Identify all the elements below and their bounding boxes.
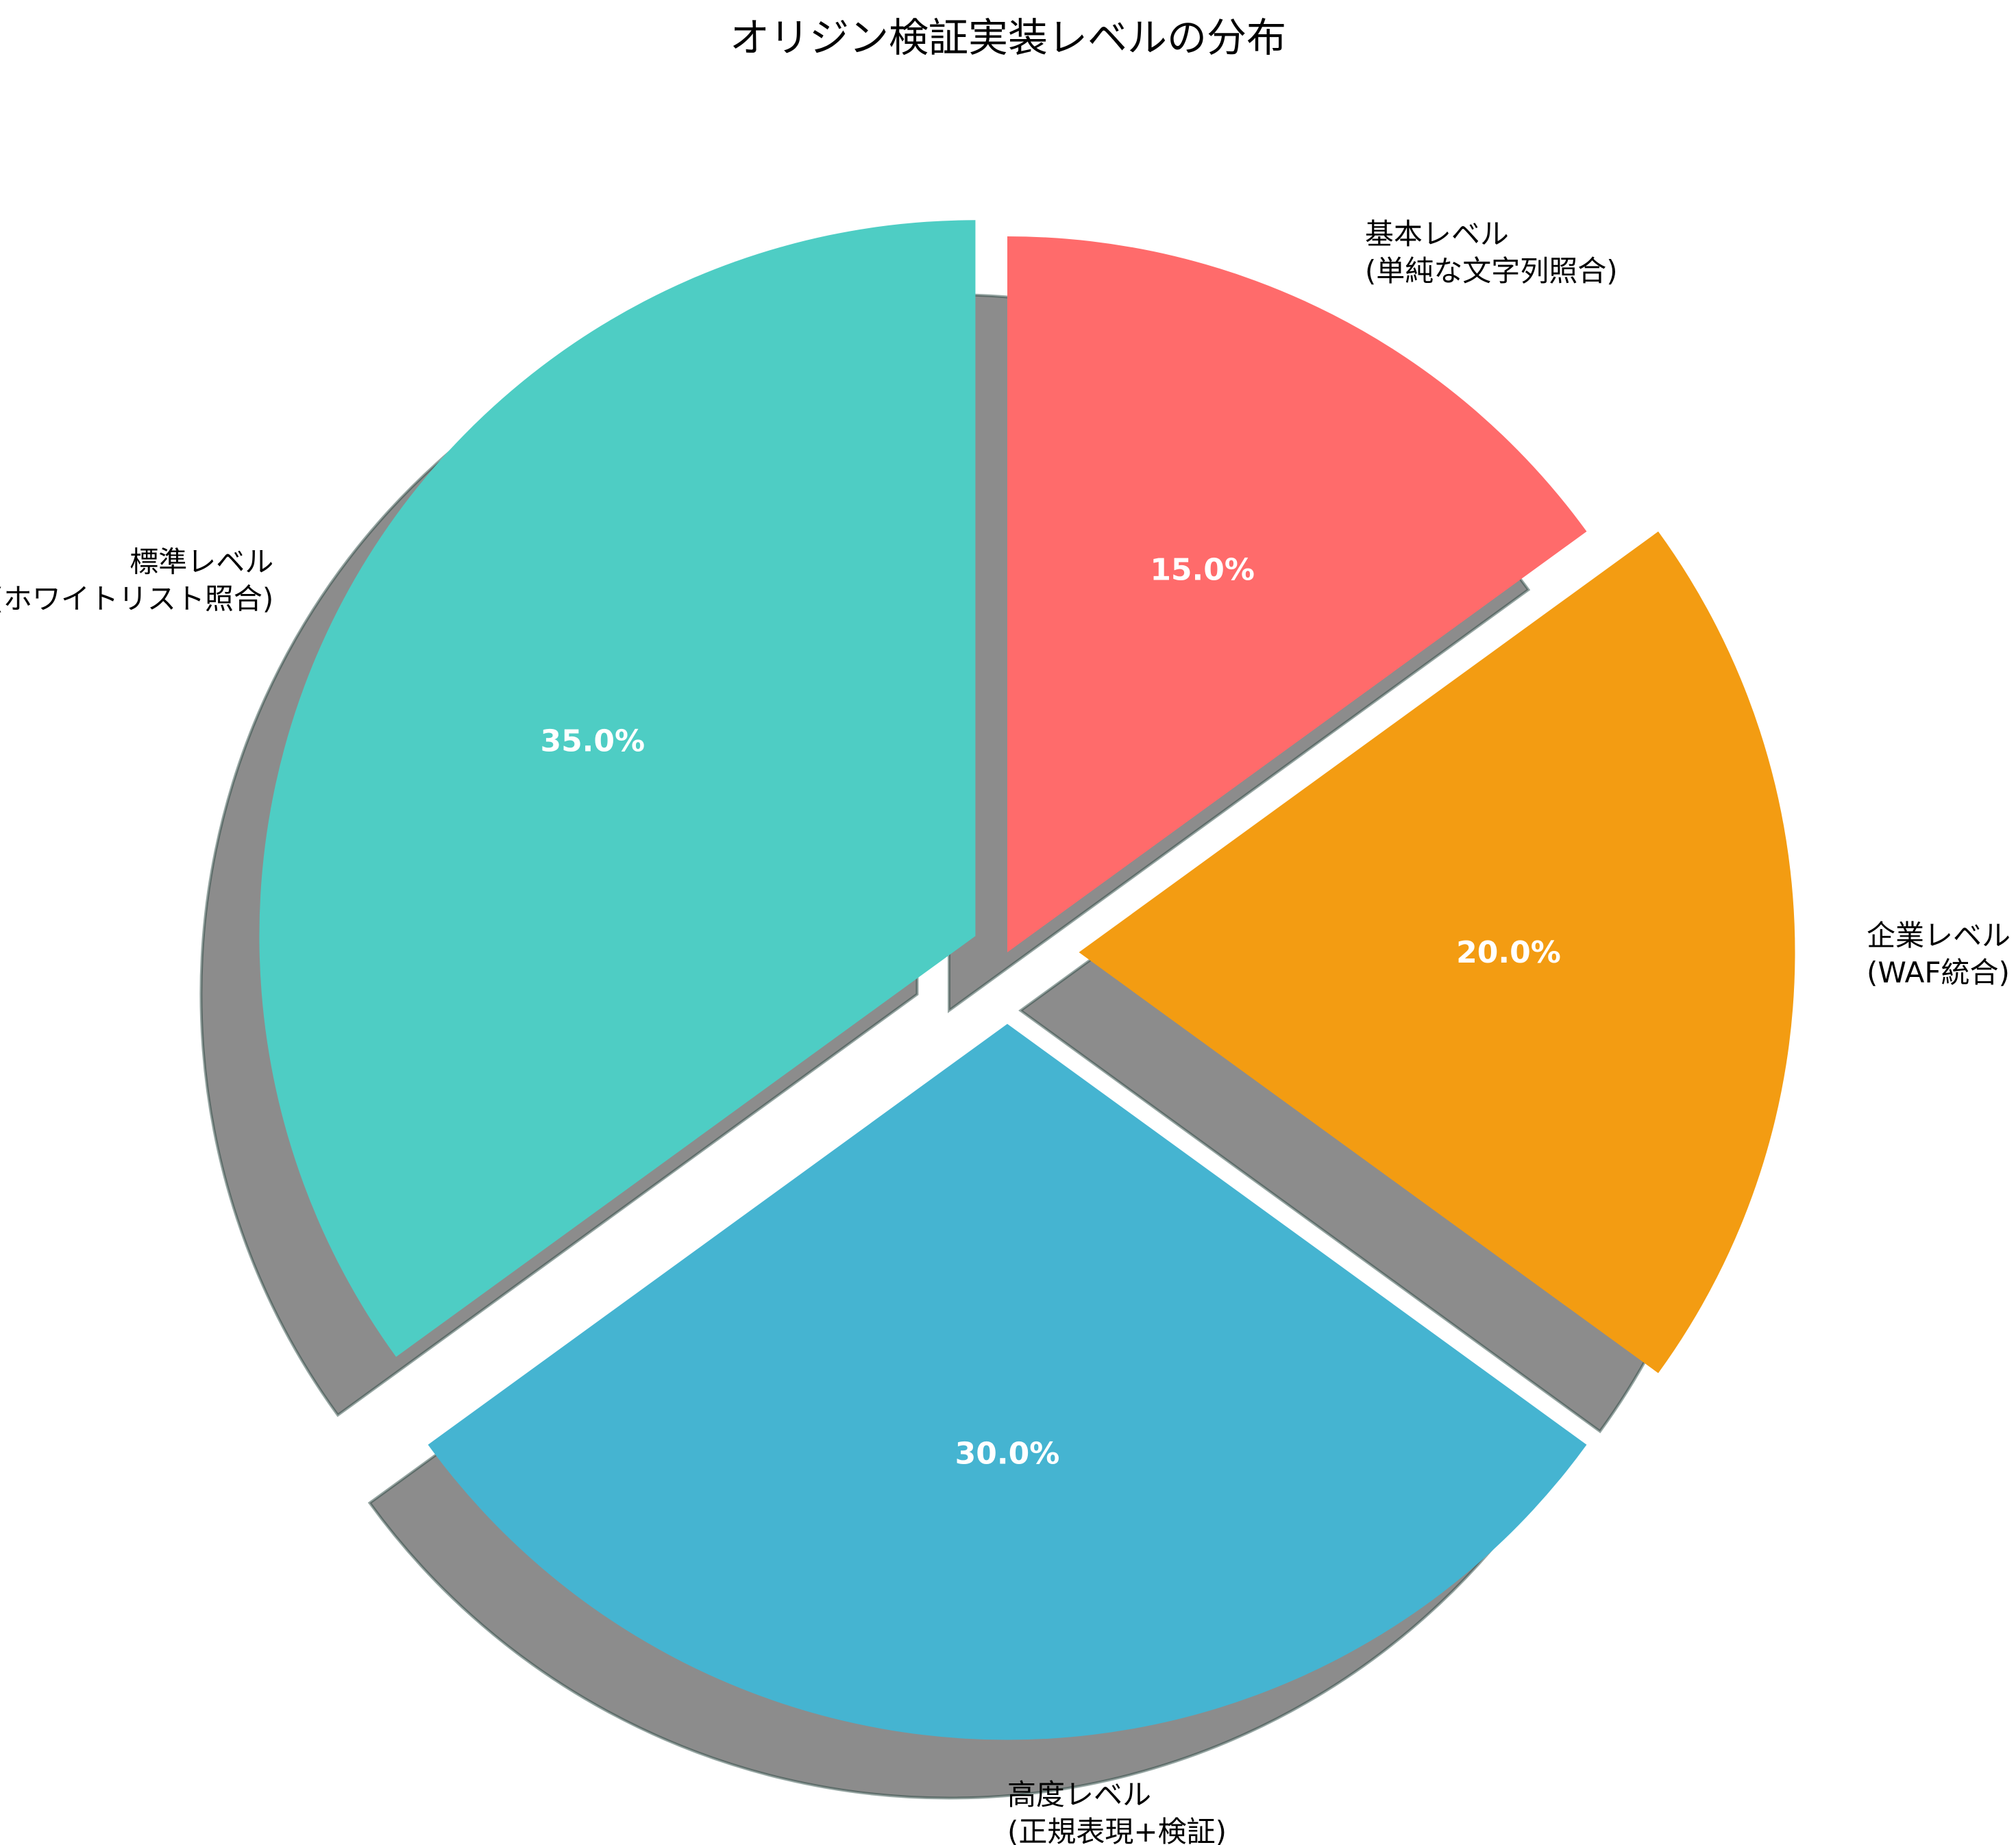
slice-3-wedge (428, 1024, 1587, 1740)
slice-3-percentage: 30.0% (955, 1437, 1060, 1472)
percentage-labels: 15.0% 20.0% 30.0% 35.0% (540, 552, 1560, 1471)
chart-title: オリジン検証実装レベルの分布 (730, 14, 1286, 61)
slice-4-wedge (259, 220, 976, 1357)
category-labels: 基本レベル(単純な文字列照合) 企業レベル(WAF統合) 高度レベル(正規表現+検証… (0, 217, 2011, 1845)
slice-1-category-label: 基本レベル(単純な文字列照合) (1365, 217, 1618, 288)
slice-wedges (259, 220, 1795, 1740)
slice-4-percentage: 35.0% (540, 724, 645, 759)
slice-1-percentage: 15.0% (1150, 552, 1255, 587)
slice-2-category-label: 企業レベル(WAF統合) (1867, 919, 2011, 989)
slice-2-percentage: 20.0% (1456, 935, 1561, 970)
slice-1-wedge (1007, 236, 1587, 952)
slice-4-category-label: 標準レベル(ホワイトリスト照合) (0, 545, 273, 615)
slice-3-category-label: 高度レベル(正規表現+検証) (1007, 1778, 1227, 1845)
slice-2-wedge (1079, 531, 1795, 1374)
